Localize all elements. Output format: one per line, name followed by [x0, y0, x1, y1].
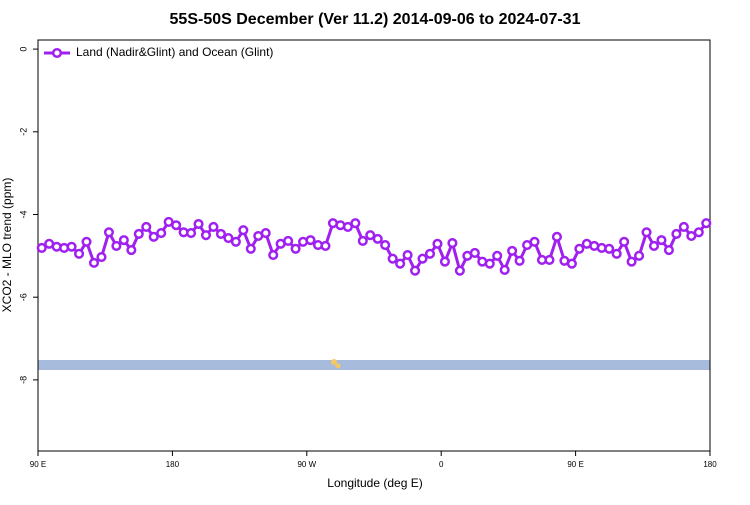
x-tick-label: 90 E [30, 460, 46, 469]
point [148, 231, 159, 242]
point [290, 243, 301, 254]
point [36, 242, 47, 254]
point [626, 256, 637, 267]
point [544, 254, 555, 266]
x-tick-label: 180 [703, 460, 717, 469]
point [439, 256, 450, 267]
x-tick-label: 90 W [297, 460, 316, 469]
y-tick-label: -2 [18, 128, 28, 136]
y-tick-label: -6 [18, 293, 28, 301]
point [156, 228, 167, 239]
point [619, 236, 630, 247]
point [395, 258, 406, 269]
y-tick-label: -4 [18, 210, 28, 218]
point [342, 221, 353, 232]
point [357, 235, 368, 247]
point [484, 258, 495, 269]
legend-label: Land (Nadir&Glint) and Ocean (Glint) [76, 45, 273, 59]
point [671, 228, 682, 239]
point [171, 220, 182, 231]
point [566, 258, 577, 269]
point [141, 221, 152, 232]
point [529, 236, 540, 247]
point [410, 265, 421, 276]
point [305, 235, 316, 246]
point [574, 243, 585, 254]
point [424, 248, 436, 259]
point [686, 230, 697, 242]
chart-title: 55S-50S December (Ver 11.2) 2014-09-06 t… [170, 11, 581, 28]
point [454, 265, 465, 276]
point [372, 233, 383, 244]
coverage-dot [335, 363, 341, 369]
point [103, 227, 114, 238]
point [507, 245, 518, 256]
point [320, 240, 331, 251]
point [492, 250, 503, 261]
point [88, 257, 100, 268]
point [193, 218, 204, 230]
point [200, 230, 212, 241]
point [469, 247, 480, 258]
point [350, 218, 361, 229]
point [611, 248, 622, 259]
coverage-strip [38, 360, 710, 370]
point [432, 238, 443, 249]
y-tick-label: 0 [18, 47, 28, 52]
point [133, 228, 144, 239]
point [417, 253, 428, 264]
point [230, 236, 241, 247]
point [447, 237, 458, 249]
point [656, 235, 667, 246]
x-axis-label: Longitude (deg E) [327, 476, 422, 490]
y-tick-label: -8 [18, 376, 28, 384]
point [641, 227, 652, 238]
x-tick-label: 0 [439, 460, 444, 469]
point [693, 227, 704, 238]
point [238, 225, 249, 236]
point [701, 218, 712, 229]
x-tick-label: 180 [166, 460, 180, 469]
point [283, 235, 294, 247]
point [215, 228, 226, 239]
y-axis-label: XCO2 - MLO trend (ppm) [0, 178, 14, 313]
point [223, 233, 234, 244]
point [648, 240, 660, 251]
x-tick-label: 90 E [567, 460, 583, 469]
point [551, 231, 562, 242]
point [208, 221, 219, 232]
point [678, 221, 689, 232]
point [96, 252, 107, 263]
point [499, 264, 510, 275]
point [514, 255, 525, 266]
point [268, 249, 279, 261]
point [186, 228, 197, 239]
point [604, 243, 615, 254]
point [634, 250, 645, 261]
point [402, 249, 413, 261]
point [111, 240, 122, 251]
legend-marker [51, 47, 63, 59]
point [260, 228, 271, 239]
point [380, 240, 391, 251]
point [365, 230, 376, 241]
point [81, 236, 92, 247]
point [245, 243, 256, 254]
point [118, 235, 129, 246]
coverage-dot [331, 359, 337, 365]
point [126, 244, 137, 256]
point [74, 248, 85, 259]
point [663, 244, 674, 256]
point [387, 253, 398, 264]
point [66, 241, 77, 252]
